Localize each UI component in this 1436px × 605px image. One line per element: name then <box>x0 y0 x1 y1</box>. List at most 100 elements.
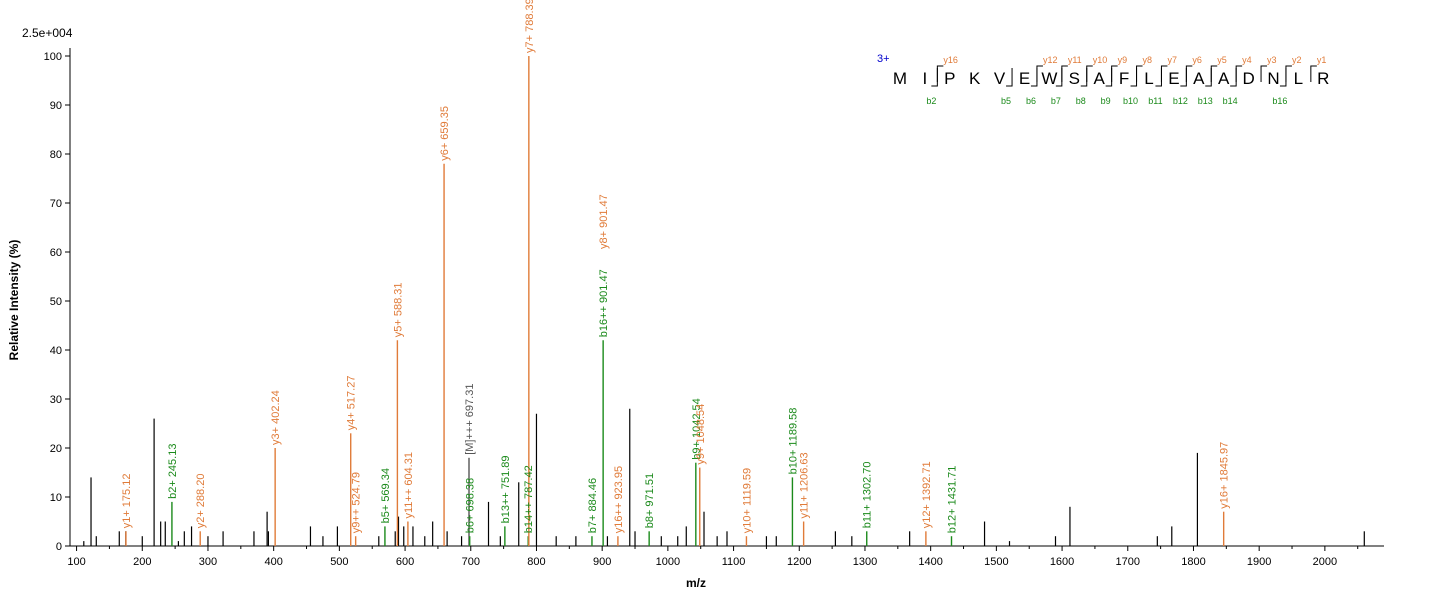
b-ion-cleavage-mark <box>1230 68 1237 87</box>
peak-label: b16++ 901.47 <box>598 269 610 337</box>
x-tick-label: 1200 <box>787 556 811 568</box>
peak-labels: y1+ 175.12 b2+ 245.13 y2+ 288.20 y3+ 402.24… <box>121 0 1231 533</box>
y-ion-cleavage-mark <box>1185 65 1193 82</box>
peak-label: y3+ 402.24 <box>270 390 282 445</box>
sequence-residue: K <box>969 69 981 88</box>
y-ion-cleavage-mark <box>1160 65 1168 82</box>
sequence-residue: F <box>1119 69 1129 88</box>
intensity-scale-label: 2.5e+004 <box>22 26 73 40</box>
x-tick-label: 200 <box>133 556 151 568</box>
y-ion-cleavage-mark <box>1235 65 1243 82</box>
sequence-residue: W <box>1041 69 1057 88</box>
peak-label: y10+ 1119.59 <box>741 468 753 533</box>
b-ion-label: b8 <box>1076 96 1086 106</box>
x-tick-label: 100 <box>67 556 85 568</box>
y-ion-label: y6 <box>1192 55 1202 65</box>
x-tick-label: 1000 <box>656 556 680 568</box>
b-ion-label: b2 <box>926 96 936 106</box>
y-ion-cleavage-mark <box>1260 65 1268 82</box>
peak-label: b2+ 245.13 <box>167 444 179 499</box>
peak-label: y12+ 1392.71 <box>921 461 933 528</box>
peak-label: b12+ 1431.71 <box>947 466 959 534</box>
y-ion-label: y1 <box>1317 55 1327 65</box>
peak-label: y1+ 175.12 <box>121 474 133 529</box>
b-ion-cleavage-mark <box>1130 68 1138 87</box>
b-ion-label: b12 <box>1173 96 1188 106</box>
peak-label: b9+ 1042.54 <box>691 398 703 459</box>
y-ion-label: y8 <box>1143 55 1153 65</box>
y-ion-cleavage-mark <box>1285 65 1292 82</box>
peak-label: y2+ 288.20 <box>195 474 207 529</box>
peak-label: y6+ 659.35 <box>439 106 451 161</box>
y-tick-label: 50 <box>50 296 62 308</box>
y-tick-label: 80 <box>50 149 62 161</box>
x-tick-label: 1600 <box>1050 556 1074 568</box>
peaks <box>83 56 1365 546</box>
x-tick-label: 1400 <box>918 556 942 568</box>
sequence-residue: L <box>1294 69 1303 88</box>
sequence-residue: A <box>1094 69 1106 88</box>
y-tick-label: 0 <box>56 541 62 553</box>
x-tick-label: 1800 <box>1181 556 1205 568</box>
y-tick-label: 20 <box>50 443 62 455</box>
y-tick-label: 70 <box>50 198 62 210</box>
x-tick-label: 800 <box>527 556 545 568</box>
b-ion-cleavage-mark <box>1155 68 1162 87</box>
y-ion-label: y3 <box>1267 55 1277 65</box>
y-tick-label: 60 <box>50 247 62 259</box>
x-tick-label: 700 <box>462 556 480 568</box>
sequence-residue: E <box>1168 69 1179 88</box>
b-ion-label: b10 <box>1123 96 1138 106</box>
b-ion-label: b14 <box>1223 96 1238 106</box>
y-ion-cleavage-mark <box>1111 65 1118 82</box>
y-tick-label: 30 <box>50 394 62 406</box>
peak-label: y8+ 901.47 <box>598 194 610 249</box>
peak-label: b6+ 698.38 <box>465 478 477 533</box>
y-ion-label: y12 <box>1043 55 1058 65</box>
x-tick-label: 1700 <box>1116 556 1140 568</box>
b-ion-label: b5 <box>1001 96 1011 106</box>
peak-label: b11+ 1302.70 <box>862 462 874 529</box>
x-tick-label: 600 <box>396 556 414 568</box>
sequence-residue: E <box>1019 69 1030 88</box>
sequence-residue: I <box>923 69 928 88</box>
b-ion-cleavage-mark <box>1105 68 1113 87</box>
peak-label: b13++ 751.89 <box>500 455 512 523</box>
peak-label: b14++ 787.42 <box>523 465 535 533</box>
y-tick-label: 100 <box>44 51 62 63</box>
x-tick-label: 400 <box>264 556 282 568</box>
y-tick-label: 10 <box>50 492 62 504</box>
x-tick-label: 500 <box>330 556 348 568</box>
peak-label: [M]+++ 697.31 <box>464 384 476 455</box>
x-tick-label: 1100 <box>722 556 746 568</box>
x-tick-label: 1500 <box>984 556 1008 568</box>
b-ion-label: b13 <box>1198 96 1213 106</box>
b-ion-cleavage-mark <box>1279 68 1287 87</box>
b-ion-cleavage-mark <box>1080 68 1088 87</box>
y-ion-label: y5 <box>1217 55 1227 65</box>
peak-label: b7+ 884.46 <box>587 478 599 533</box>
peak-label: y16++ 923.95 <box>613 466 625 533</box>
y-ion-cleavage-mark <box>1061 65 1068 82</box>
sequence-residue: N <box>1267 69 1279 88</box>
peak-label: y5+ 588.31 <box>392 282 404 337</box>
y-ion-label: y4 <box>1242 55 1252 65</box>
sequence-residue: A <box>1218 69 1230 88</box>
b-ion-cleavage-mark <box>1030 68 1038 87</box>
y-ion-label: y2 <box>1292 55 1302 65</box>
peak-label: b8+ 971.51 <box>644 473 656 528</box>
peak-label: b10+ 1189.58 <box>787 408 799 475</box>
y-ion-label: y9 <box>1118 55 1128 65</box>
y-ion-cleavage-mark <box>1136 65 1143 82</box>
sequence-residue: L <box>1144 69 1153 88</box>
sequence-residue: A <box>1193 69 1205 88</box>
y-ion-cleavage-mark <box>1310 65 1317 82</box>
y-ion-label: y7 <box>1167 55 1177 65</box>
b-ion-label: b6 <box>1026 96 1036 106</box>
x-tick-label: 900 <box>593 556 611 568</box>
sequence-residue: R <box>1317 69 1329 88</box>
x-tick-label: 1900 <box>1247 556 1271 568</box>
b-ion-label: b9 <box>1101 96 1111 106</box>
